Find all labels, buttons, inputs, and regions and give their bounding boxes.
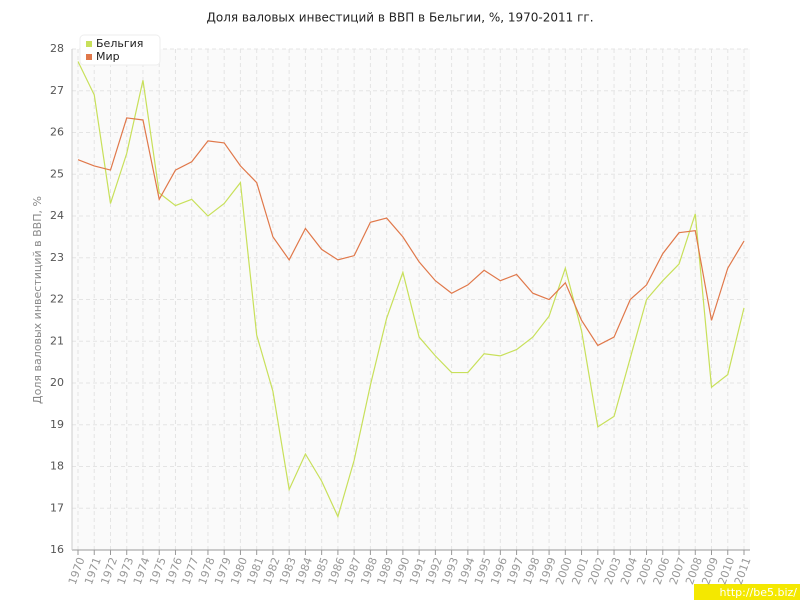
- legend-label: Мир: [96, 50, 120, 63]
- watermark-bg: [694, 584, 800, 600]
- y-tick-label: 23: [50, 251, 64, 264]
- y-tick-label: 17: [50, 501, 64, 514]
- y-tick-label: 21: [50, 334, 64, 347]
- y-tick-label: 22: [50, 293, 64, 306]
- legend-label: Бельгия: [96, 37, 143, 50]
- y-tick-label: 24: [50, 209, 64, 222]
- y-tick-label: 19: [50, 418, 64, 431]
- series-line: [77, 117, 745, 347]
- legend-swatch: [86, 41, 92, 47]
- y-axis-label: Доля валовых инвестиций в ВВП, %: [31, 196, 44, 404]
- y-tick-label: 27: [50, 84, 64, 97]
- y-tick-label: 16: [50, 543, 64, 556]
- y-tick-label: 25: [50, 167, 64, 180]
- legend-swatch: [86, 54, 92, 60]
- chart-title: Доля валовых инвестиций в ВВП в Бельгии,…: [206, 11, 593, 25]
- y-tick-label: 26: [50, 126, 64, 139]
- y-tick-label: 18: [50, 460, 64, 473]
- watermark: http://be5.biz/: [720, 586, 798, 599]
- y-tick-label: 20: [50, 376, 64, 389]
- series-line: [77, 61, 745, 519]
- y-tick-label: 28: [50, 42, 64, 55]
- legend-box: [79, 34, 161, 66]
